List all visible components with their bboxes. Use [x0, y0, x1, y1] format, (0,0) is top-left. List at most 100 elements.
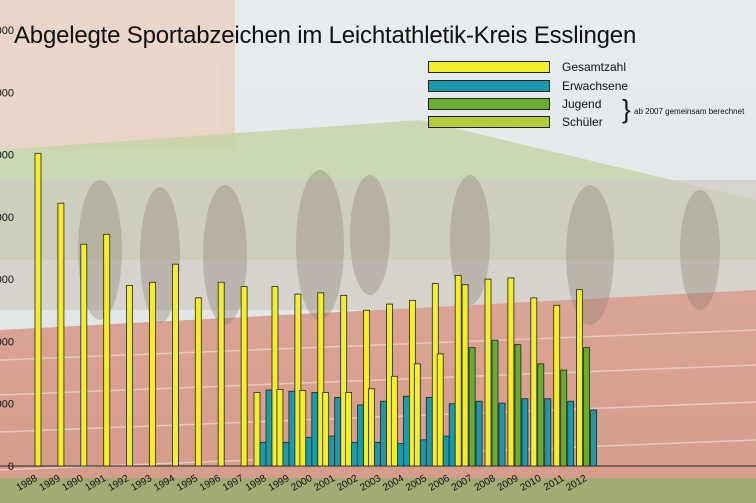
bar-erwachsene-small	[282, 441, 290, 467]
bar-gesamtzahl	[271, 286, 279, 467]
x-tick-label: 2000	[290, 473, 315, 494]
bar-gesamtzahl	[317, 292, 325, 467]
bar-gesamtzahl-schueler	[345, 392, 353, 467]
legend-annotation: ab 2007 gemeinsam berechnet	[634, 107, 745, 116]
bar-erwachsene-small	[328, 435, 336, 467]
bar-gesamtzahl	[57, 202, 65, 467]
bar-erwachsene-small	[259, 441, 267, 467]
x-tick-label: 2008	[473, 473, 498, 494]
bar-gesamtzahl-schueler	[436, 353, 444, 467]
bar-gesamtzahl	[103, 233, 111, 467]
bar-jugend	[468, 347, 476, 467]
x-tick-label: 2004	[381, 473, 406, 494]
bar-erwachsene	[567, 400, 575, 467]
chart-title: Abgelegte Sportabzeichen im Leichtathlet…	[14, 22, 637, 49]
legend-label: Gesamtzahl	[562, 60, 627, 74]
bar-erwachsene	[311, 392, 319, 467]
bars	[34, 152, 597, 467]
bar-gesamtzahl	[217, 281, 225, 467]
y-axis: 0 1000 2000 3000 4000 5000 6000 7000	[0, 25, 756, 473]
bar-gesamtzahl-schueler	[390, 375, 398, 467]
x-tick-label: 2005	[404, 473, 429, 494]
bar-gesamtzahl	[149, 281, 156, 467]
bar-erwachsene	[475, 400, 483, 467]
bar-gesamtzahl	[171, 263, 179, 467]
bar-erwachsene	[448, 403, 456, 467]
bar-erwachsene	[544, 398, 552, 467]
bar-gesamtzahl	[530, 297, 538, 467]
bar-gesamtzahl	[34, 152, 42, 467]
bar-erwachsene	[265, 389, 273, 467]
legend-swatch	[428, 61, 550, 73]
bar-gesamtzahl-schueler	[368, 388, 375, 467]
x-tick-label: 1999	[267, 473, 292, 494]
bar-erwachsene-small	[419, 439, 427, 467]
bar-erwachsene	[380, 400, 387, 467]
bar-gesamtzahl-schueler	[299, 390, 307, 467]
bar-gesamtzahl	[507, 277, 515, 467]
bar-erwachsene	[357, 404, 365, 467]
x-tick-label: 2002	[335, 473, 360, 494]
bar-gesamtzahl	[194, 297, 202, 467]
bar-erwachsene	[402, 395, 410, 467]
bar-gesamtzahl	[240, 286, 248, 467]
x-tick-label: 2003	[358, 473, 383, 494]
x-tick-label: 2011	[542, 473, 567, 493]
x-tick-label: 1989	[38, 473, 63, 494]
x-tick-label: 1998	[244, 473, 269, 494]
bar-erwachsene-small	[396, 443, 404, 467]
y-tick-label: 4000	[0, 212, 14, 224]
bar-gesamtzahl	[340, 294, 348, 467]
bar-gesamtzahl	[461, 284, 469, 467]
x-tick-label: 1988	[15, 473, 40, 494]
bar-gesamtzahl-schueler	[253, 392, 261, 467]
bar-erwachsene	[498, 402, 506, 467]
bar-gesamtzahl	[484, 278, 492, 467]
x-tick-label: 2001	[312, 473, 337, 494]
x-tick-label: 1995	[175, 473, 200, 494]
y-tick-label: 0	[8, 461, 14, 473]
bar-erwachsene	[334, 397, 342, 467]
x-tick-label: 1990	[61, 473, 86, 494]
y-tick-label: 2000	[0, 336, 14, 348]
x-tick-label: 2009	[496, 473, 521, 494]
bar-gesamtzahl	[126, 284, 133, 467]
x-tick-label: 1992	[106, 473, 131, 494]
bar-gesamtzahl	[363, 309, 371, 467]
legend-swatch	[428, 98, 550, 110]
bar-gesamtzahl-schueler	[276, 388, 284, 467]
x-tick-label: 2012	[564, 473, 589, 494]
bar-jugend	[491, 339, 499, 467]
bar-erwachsene-small	[374, 441, 381, 467]
bar-gesamtzahl	[553, 304, 561, 467]
x-tick-label: 1993	[129, 473, 154, 494]
x-tick-label: 2007	[450, 473, 475, 494]
legend-swatch	[428, 80, 550, 92]
x-tick-label: 1996	[198, 473, 223, 494]
x-axis-labels: 1988198919901991199219931994199519961997…	[15, 473, 590, 494]
bar-gesamtzahl	[294, 293, 302, 467]
y-tick-label: 5000	[0, 150, 14, 162]
legend-swatch	[428, 116, 550, 128]
legend-label: Jugend	[562, 97, 602, 111]
x-tick-label: 2010	[519, 473, 544, 494]
y-tick-label: 6000	[0, 87, 14, 99]
legend-label: Schüler	[562, 115, 603, 129]
bar-gesamtzahl	[80, 243, 88, 467]
bar-gesamtzahl-schueler	[413, 363, 421, 467]
legend-label: Erwachsene	[562, 79, 629, 93]
bar-jugend	[560, 369, 568, 467]
y-tick-label: 1000	[0, 399, 14, 411]
bar-erwachsene	[425, 397, 433, 467]
bar-erwachsene-small	[442, 435, 450, 467]
x-tick-label: 1991	[83, 473, 108, 494]
x-tick-label: 2006	[427, 473, 452, 494]
bar-jugend	[514, 344, 522, 467]
bar-jugend	[583, 347, 590, 467]
bar-erwachsene-small	[351, 441, 359, 467]
bar-erwachsene	[288, 390, 296, 467]
legend-brace: }	[622, 94, 631, 124]
bar-gesamtzahl	[576, 289, 583, 467]
